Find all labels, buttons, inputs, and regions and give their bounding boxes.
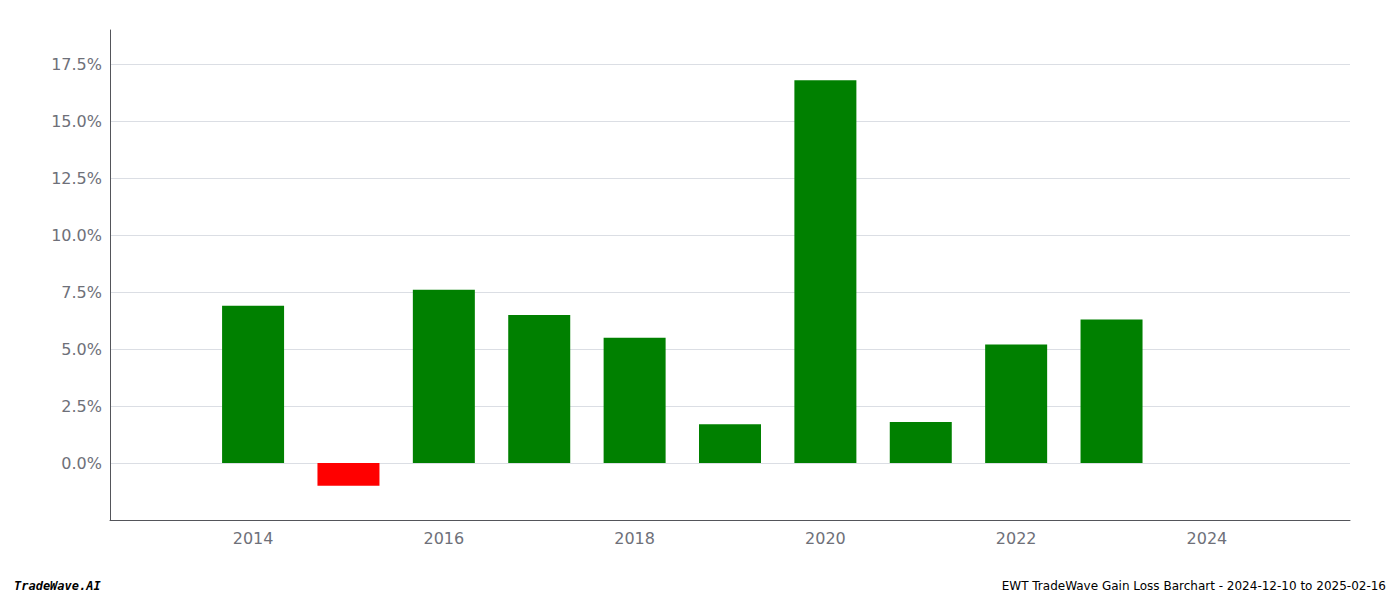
svg-text:12.5%: 12.5% — [51, 169, 102, 188]
svg-text:15.0%: 15.0% — [51, 112, 102, 131]
svg-text:2.5%: 2.5% — [61, 397, 102, 416]
svg-text:2018: 2018 — [614, 529, 655, 548]
svg-text:2014: 2014 — [233, 529, 274, 548]
svg-text:2020: 2020 — [805, 529, 846, 548]
svg-text:EWT TradeWave Gain Loss Barcha: EWT TradeWave Gain Loss Barchart - 2024-… — [1002, 579, 1386, 593]
svg-text:10.0%: 10.0% — [51, 226, 102, 245]
svg-text:2024: 2024 — [1187, 529, 1228, 548]
svg-text:5.0%: 5.0% — [61, 340, 102, 359]
svg-text:7.5%: 7.5% — [61, 283, 102, 302]
svg-text:0.0%: 0.0% — [61, 454, 102, 473]
svg-text:2022: 2022 — [996, 529, 1037, 548]
svg-text:17.5%: 17.5% — [51, 55, 102, 74]
svg-text:TradeWave.AI: TradeWave.AI — [14, 579, 101, 593]
svg-text:2016: 2016 — [423, 529, 464, 548]
